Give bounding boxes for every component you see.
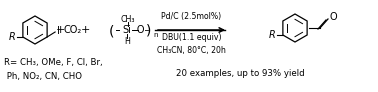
Text: +: +	[55, 25, 65, 35]
Text: –O–: –O–	[132, 25, 150, 35]
Text: Pd/C (2.5mol%): Pd/C (2.5mol%)	[161, 12, 222, 21]
Text: H: H	[124, 37, 130, 46]
Text: 20 examples, up to 93% yield: 20 examples, up to 93% yield	[176, 69, 304, 78]
Text: +: +	[80, 25, 90, 35]
Text: Ph, NO₂, CN, CHO: Ph, NO₂, CN, CHO	[4, 71, 82, 80]
Text: (: (	[108, 24, 114, 38]
Text: n: n	[153, 32, 158, 38]
Text: R: R	[9, 32, 16, 42]
Text: CH₃: CH₃	[121, 15, 135, 23]
Text: CO₂: CO₂	[64, 25, 82, 35]
Text: ): )	[146, 23, 152, 37]
Text: I: I	[57, 26, 60, 36]
Text: R= CH₃, OMe, F, Cl, Br,: R= CH₃, OMe, F, Cl, Br,	[4, 58, 102, 67]
Text: DBU(1.1 equiv): DBU(1.1 equiv)	[162, 33, 221, 43]
Text: R: R	[269, 30, 276, 40]
Text: O: O	[330, 12, 338, 22]
Text: Si: Si	[122, 25, 132, 35]
Text: CH₃CN, 80°C, 20h: CH₃CN, 80°C, 20h	[157, 46, 226, 54]
